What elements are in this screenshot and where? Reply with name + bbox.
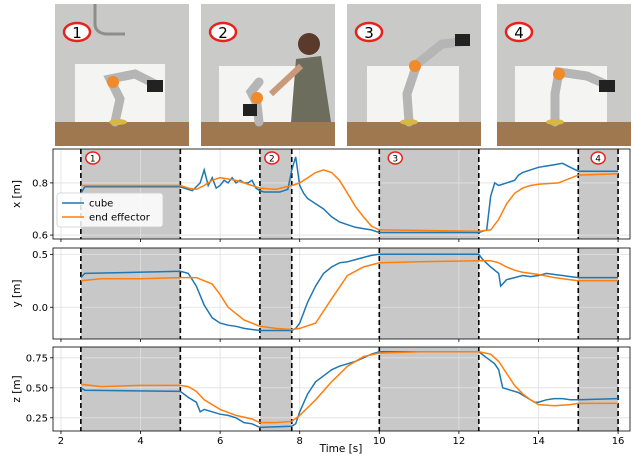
x-tick-label: 14	[532, 436, 545, 447]
series-line-end-effector	[80, 259, 619, 331]
photo-strip: 1 2 3	[0, 0, 634, 148]
phase-badge-label: 3	[392, 155, 398, 165]
y-tick-label: 0.8	[32, 178, 48, 189]
phase-badge-label: 1	[90, 155, 96, 165]
phase-badge	[264, 151, 280, 165]
photo-2: 2	[201, 4, 335, 146]
series-line-end-effector	[80, 351, 619, 424]
shaded-interval	[379, 248, 479, 339]
y-tick-label: 0.25	[26, 413, 48, 424]
shaded-interval	[80, 149, 181, 239]
y-axis-label: y [m]	[11, 280, 23, 308]
shaded-interval	[379, 347, 479, 431]
x-tick-label: 8	[297, 436, 303, 447]
shaded-interval	[379, 149, 479, 239]
panel-z: 0.25 0.50 0.75z [m] 2 4 6 8 10 12 14 16	[11, 346, 631, 447]
legend-box	[56, 192, 164, 228]
shaded-interval	[259, 248, 292, 339]
legend: cube end effector	[56, 192, 164, 228]
y-axis-label: z [m]	[11, 375, 23, 402]
series-line-cube	[80, 351, 619, 429]
shaded-interval	[80, 248, 181, 339]
photo-1: 1	[55, 4, 189, 146]
x-tick-label: 4	[137, 436, 143, 447]
y-tick-label: 0.6	[32, 231, 48, 242]
series-line-cube	[80, 156, 619, 234]
robot-scene-4: 4	[497, 4, 631, 146]
robot-scene-1: 1	[55, 4, 189, 146]
panel-y: 0.0 0.5 y [m]	[11, 247, 631, 342]
y-tick-label: 0.75	[26, 353, 48, 364]
legend-entry: cube	[89, 199, 113, 210]
x-tick-label: 12	[453, 436, 466, 447]
photo-4: 4	[497, 4, 631, 146]
shaded-interval	[578, 347, 619, 431]
plot-frame	[52, 148, 631, 240]
phase-badge-label: 2	[269, 155, 275, 165]
shaded-interval	[578, 248, 619, 339]
photo-badge-label: 3	[364, 24, 374, 42]
shaded-interval	[259, 149, 292, 239]
y-tick-label: 0.5	[32, 250, 48, 261]
phase-badge	[85, 151, 101, 165]
shaded-interval	[80, 347, 181, 431]
x-tick-label: 2	[58, 436, 64, 447]
legend-entry: end effector	[89, 213, 151, 224]
y-tick-label: 0.0	[32, 303, 48, 314]
phase-badge	[387, 151, 403, 165]
robot-scene-2: 2	[201, 4, 335, 146]
phase-badge	[590, 151, 606, 165]
photo-badge-label: 2	[218, 24, 228, 42]
photo-3: 3	[347, 4, 481, 146]
robot-scene-3: 3	[347, 4, 481, 146]
y-axis-label: x [m]	[11, 180, 23, 208]
series-line-cube	[80, 253, 619, 332]
photo-badge-label: 4	[514, 24, 524, 42]
plot-frame	[52, 247, 631, 340]
shaded-interval	[259, 347, 292, 431]
series-line-end-effector	[80, 169, 619, 232]
x-tick-label: 16	[612, 436, 625, 447]
x-tick-label: 10	[373, 436, 386, 447]
plot-frame	[52, 346, 631, 432]
x-tick-label: 6	[217, 436, 223, 447]
y-tick-label: 0.50	[26, 383, 48, 394]
x-axis-label: Time [s]	[319, 443, 363, 455]
panel-x: 0.6 0.8 x [m] 1 2 3 4 cube end effector	[11, 148, 631, 242]
phase-badge-label: 4	[595, 155, 601, 165]
photo-badge-label: 1	[72, 24, 82, 42]
shaded-interval	[578, 149, 619, 239]
